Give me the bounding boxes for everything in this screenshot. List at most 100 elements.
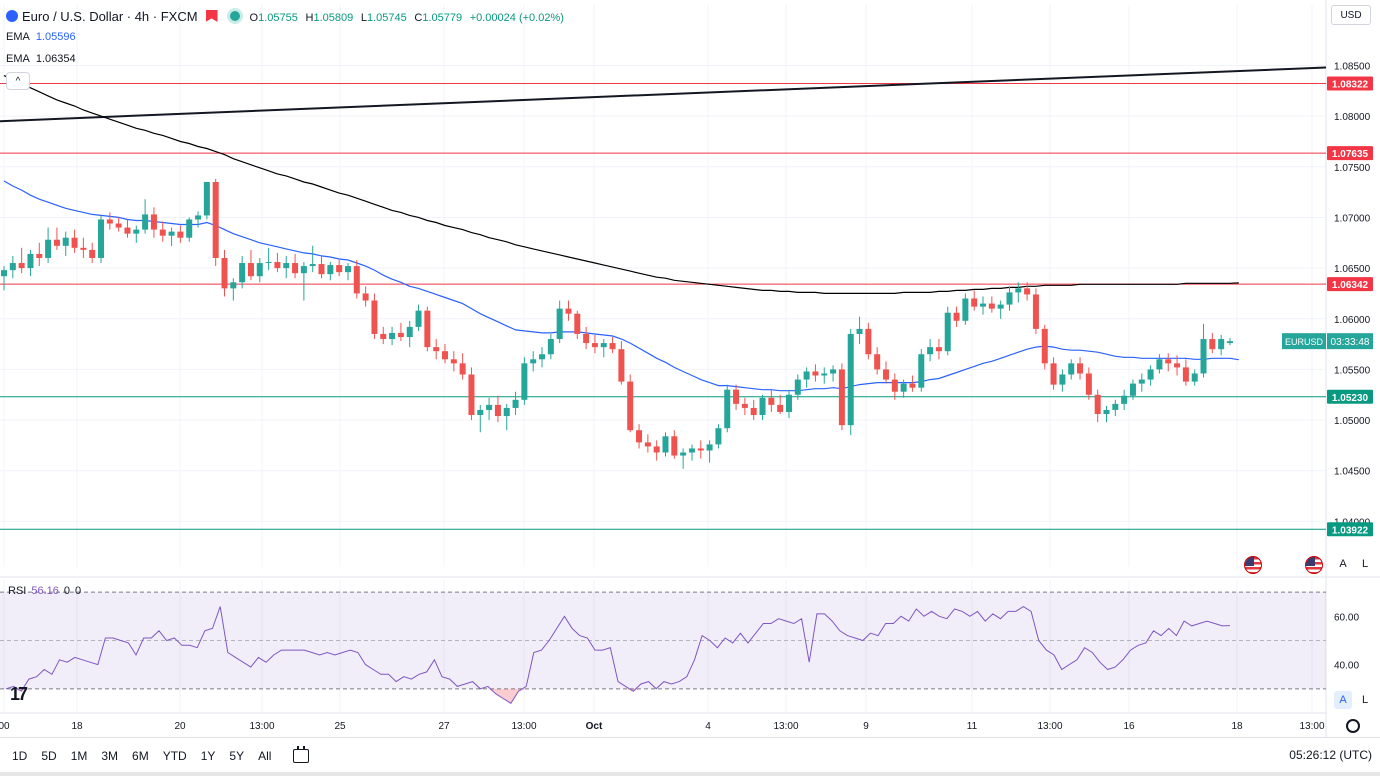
candle-body[interactable] bbox=[618, 349, 625, 382]
candle-body[interactable] bbox=[830, 369, 837, 374]
candle-body[interactable] bbox=[265, 262, 272, 264]
candle-body[interactable] bbox=[803, 371, 810, 380]
candle-body[interactable] bbox=[80, 247, 87, 250]
candle-body[interactable] bbox=[953, 312, 960, 321]
candle-body[interactable] bbox=[1059, 374, 1066, 385]
candle-body[interactable] bbox=[1094, 394, 1101, 415]
us-flag-event-icon[interactable] bbox=[1305, 556, 1323, 574]
candle-body[interactable] bbox=[1138, 379, 1145, 384]
rsi-log-scale-button[interactable]: L bbox=[1356, 691, 1374, 709]
candle-body[interactable] bbox=[292, 263, 299, 274]
candle-body[interactable] bbox=[574, 313, 581, 334]
candle-body[interactable] bbox=[741, 403, 748, 408]
ema-slow-legend[interactable]: EMA 1.06354 bbox=[6, 53, 76, 65]
candle-body[interactable] bbox=[1191, 373, 1198, 382]
auto-scale-button[interactable]: A bbox=[1334, 555, 1352, 573]
candle-body[interactable] bbox=[697, 448, 704, 451]
candle-body[interactable] bbox=[794, 379, 801, 395]
candle-body[interactable] bbox=[133, 229, 140, 234]
candle-body[interactable] bbox=[71, 237, 78, 248]
candle-body[interactable] bbox=[944, 312, 951, 352]
candle-body[interactable] bbox=[327, 265, 334, 275]
candle-body[interactable] bbox=[962, 298, 969, 321]
candle-body[interactable] bbox=[195, 215, 202, 220]
candle-body[interactable] bbox=[300, 266, 307, 274]
candle-body[interactable] bbox=[644, 442, 651, 447]
candle-body[interactable] bbox=[1, 270, 7, 277]
candle-body[interactable] bbox=[1006, 292, 1013, 305]
candle-body[interactable] bbox=[1156, 359, 1163, 370]
candle-body[interactable] bbox=[89, 249, 96, 258]
candle-body[interactable] bbox=[918, 354, 925, 388]
candle-body[interactable] bbox=[1112, 403, 1119, 410]
candle-body[interactable] bbox=[733, 389, 740, 404]
candle-body[interactable] bbox=[203, 181, 210, 216]
candle-body[interactable] bbox=[591, 343, 598, 348]
candle-body[interactable] bbox=[768, 397, 775, 405]
candle-body[interactable] bbox=[459, 363, 466, 375]
timeframe-ytd[interactable]: YTD bbox=[162, 748, 187, 763]
candle-body[interactable] bbox=[883, 369, 889, 380]
ema-fast-line[interactable] bbox=[3, 180, 1239, 392]
candle-body[interactable] bbox=[750, 407, 757, 416]
candle-body[interactable] bbox=[186, 219, 193, 238]
candle-body[interactable] bbox=[1068, 363, 1075, 375]
candle-body[interactable] bbox=[115, 223, 122, 228]
candle-body[interactable] bbox=[442, 351, 448, 360]
candle-body[interactable] bbox=[636, 430, 643, 443]
candle-body[interactable] bbox=[821, 373, 828, 376]
candle-body[interactable] bbox=[415, 310, 422, 327]
candle-body[interactable] bbox=[706, 444, 713, 451]
candle-body[interactable] bbox=[583, 333, 590, 344]
candle-body[interactable] bbox=[874, 354, 881, 370]
utc-clock[interactable]: 05:26:12 (UTC) bbox=[1289, 748, 1372, 762]
candle-body[interactable] bbox=[785, 394, 792, 412]
candle-body[interactable] bbox=[856, 328, 863, 334]
rsi-legend[interactable]: RSI 56.16 0 0 bbox=[8, 585, 82, 597]
candle-body[interactable] bbox=[838, 369, 845, 426]
candle-body[interactable] bbox=[1103, 409, 1110, 415]
candle-body[interactable] bbox=[512, 399, 519, 408]
candle-body[interactable] bbox=[812, 371, 819, 376]
candle-body[interactable] bbox=[715, 428, 722, 445]
candle-body[interactable] bbox=[1077, 363, 1084, 374]
ema-slow-line[interactable] bbox=[3, 75, 1239, 294]
candle-body[interactable] bbox=[997, 304, 1004, 309]
candle-body[interactable] bbox=[53, 239, 60, 246]
candle-body[interactable] bbox=[1032, 294, 1039, 329]
candle-body[interactable] bbox=[9, 263, 16, 271]
candle-body[interactable] bbox=[671, 436, 678, 456]
candle-body[interactable] bbox=[397, 332, 404, 338]
candle-body[interactable] bbox=[1218, 339, 1225, 350]
candle-body[interactable] bbox=[124, 227, 131, 234]
candle-body[interactable] bbox=[98, 219, 105, 258]
candle-body[interactable] bbox=[45, 239, 52, 258]
candle-body[interactable] bbox=[106, 219, 113, 224]
candle-body[interactable] bbox=[1200, 339, 1207, 374]
candle-body[interactable] bbox=[724, 389, 731, 429]
timeframe-3m[interactable]: 3M bbox=[101, 748, 119, 763]
calendar-icon[interactable] bbox=[293, 745, 310, 763]
flag-marker-icon[interactable] bbox=[205, 10, 218, 22]
candle-body[interactable] bbox=[336, 265, 343, 273]
candle-body[interactable] bbox=[318, 264, 325, 275]
candle-body[interactable] bbox=[530, 359, 537, 364]
candle-body[interactable] bbox=[688, 448, 695, 453]
candle-body[interactable] bbox=[380, 333, 387, 340]
candle-body[interactable] bbox=[371, 300, 378, 334]
currency-selector[interactable]: USD bbox=[1331, 5, 1371, 25]
collapse-legend-button[interactable]: ^ bbox=[6, 72, 30, 90]
candle-body[interactable] bbox=[353, 266, 360, 294]
candle-body[interactable] bbox=[230, 282, 237, 289]
candle-body[interactable] bbox=[1147, 369, 1154, 380]
candle-body[interactable] bbox=[36, 253, 43, 258]
candle-body[interactable] bbox=[256, 263, 263, 277]
candle-body[interactable] bbox=[653, 446, 660, 453]
trendline[interactable] bbox=[0, 66, 1327, 123]
candle-body[interactable] bbox=[362, 293, 369, 301]
candle-body[interactable] bbox=[468, 374, 475, 416]
gear-icon[interactable] bbox=[1346, 719, 1360, 733]
candle-body[interactable] bbox=[159, 229, 166, 236]
candle-body[interactable] bbox=[309, 264, 316, 267]
